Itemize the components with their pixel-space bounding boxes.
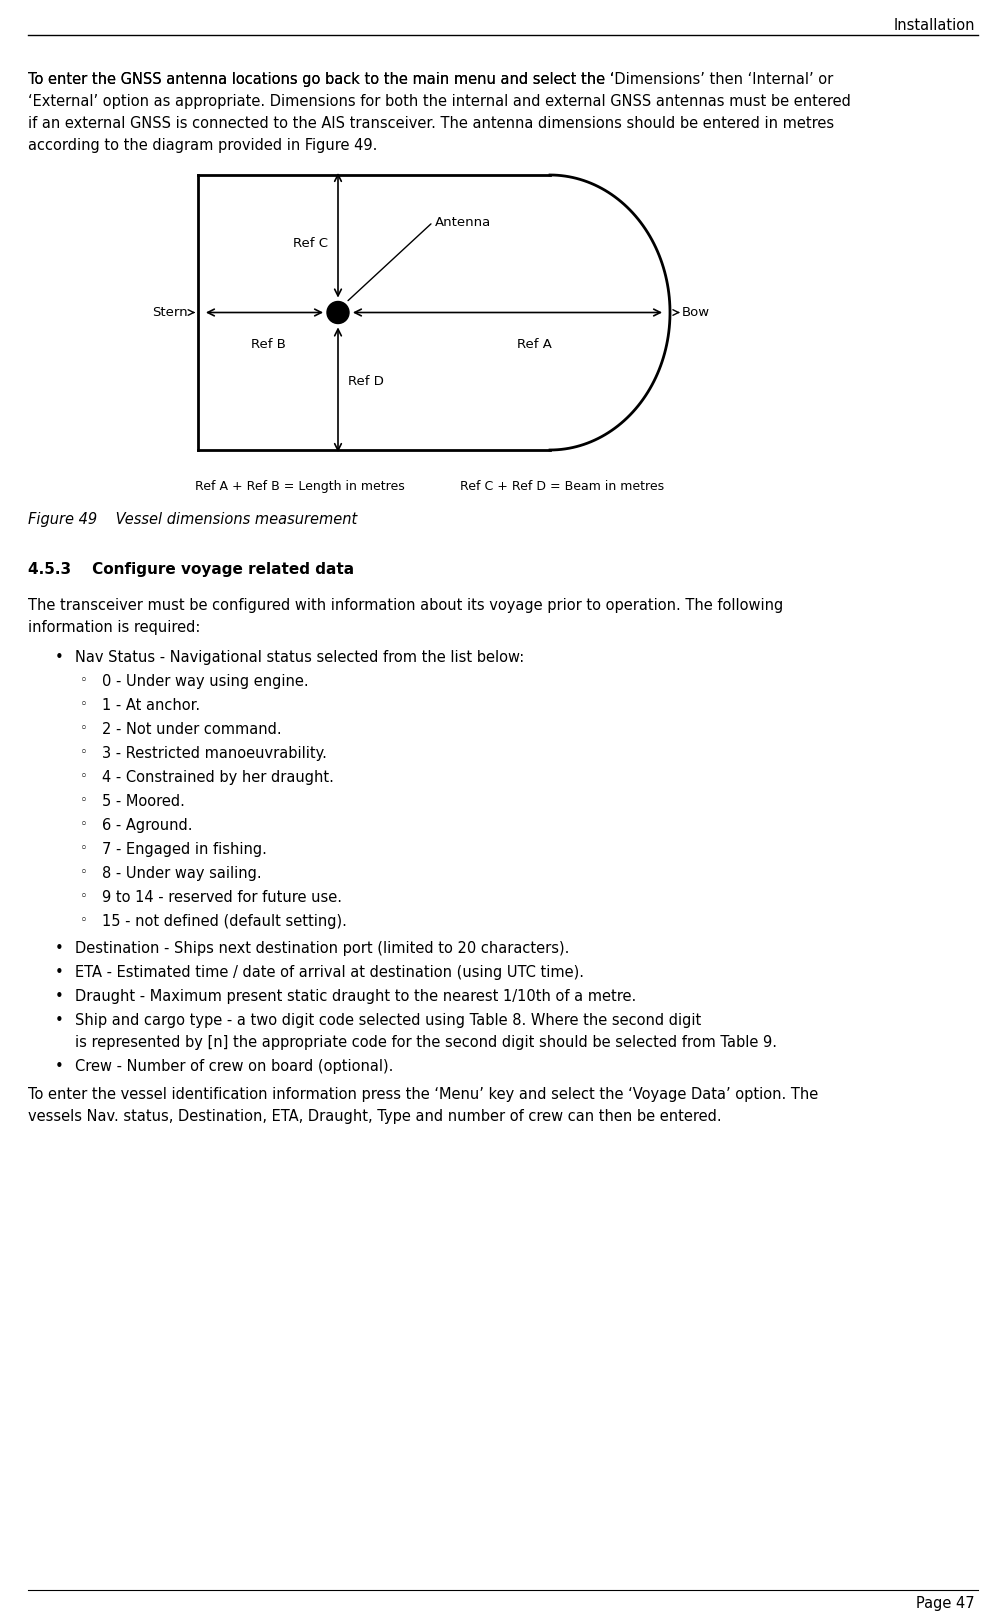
Text: Bow: Bow [682, 305, 710, 318]
Text: ◦: ◦ [80, 698, 88, 711]
Text: ◦: ◦ [80, 890, 88, 903]
Text: •: • [55, 1058, 63, 1075]
Text: 6 - Aground.: 6 - Aground. [102, 818, 192, 832]
Text: 4.5.3    Configure voyage related data: 4.5.3 Configure voyage related data [28, 562, 354, 577]
Text: 3 - Restricted manoeuvrability.: 3 - Restricted manoeuvrability. [102, 747, 327, 761]
Text: Stern: Stern [152, 305, 188, 318]
Text: 15 - not defined (default setting).: 15 - not defined (default setting). [102, 915, 347, 929]
Text: Ref C: Ref C [293, 238, 328, 250]
Text: Draught - Maximum present static draught to the nearest 1/10th of a metre.: Draught - Maximum present static draught… [75, 989, 636, 1004]
Text: Ref A + Ref B = Length in metres: Ref A + Ref B = Length in metres [195, 480, 404, 493]
Text: 7 - Engaged in fishing.: 7 - Engaged in fishing. [102, 842, 267, 856]
Text: ◦: ◦ [80, 842, 88, 855]
Text: ◦: ◦ [80, 722, 88, 735]
Text: •: • [55, 965, 63, 979]
Text: ◦: ◦ [80, 747, 88, 760]
Text: To enter the vessel identification information press the ‘Menu’ key and select t: To enter the vessel identification infor… [28, 1088, 818, 1102]
Text: ◦: ◦ [80, 769, 88, 784]
Text: Page 47: Page 47 [916, 1597, 975, 1611]
Text: is represented by [n] the appropriate code for the second digit should be select: is represented by [n] the appropriate co… [75, 1034, 777, 1050]
Text: 2 - Not under command.: 2 - Not under command. [102, 722, 282, 737]
Text: vessels Nav. status, Destination, ETA, Draught, Type and number of crew can then: vessels Nav. status, Destination, ETA, D… [28, 1109, 721, 1125]
Text: if an external GNSS is connected to the AIS transceiver. The antenna dimensions : if an external GNSS is connected to the … [28, 116, 834, 131]
Text: •: • [55, 941, 63, 957]
Text: ‘External’ option as appropriate. Dimensions for both the internal and external : ‘External’ option as appropriate. Dimens… [28, 94, 851, 108]
Text: 8 - Under way sailing.: 8 - Under way sailing. [102, 866, 262, 881]
Text: To enter the GNSS antenna locations go back to the main menu and select the ‘Dim: To enter the GNSS antenna locations go b… [28, 73, 833, 87]
Circle shape [327, 302, 349, 323]
Text: ◦: ◦ [80, 915, 88, 928]
Text: Installation: Installation [893, 18, 975, 32]
Text: information is required:: information is required: [28, 621, 200, 635]
Text: Crew - Number of crew on board (optional).: Crew - Number of crew on board (optional… [75, 1058, 393, 1075]
Text: •: • [55, 650, 63, 666]
Text: ◦: ◦ [80, 674, 88, 687]
Text: 4 - Constrained by her draught.: 4 - Constrained by her draught. [102, 769, 334, 785]
Text: Antenna: Antenna [435, 215, 491, 228]
Text: according to the diagram provided in Figure 49.: according to the diagram provided in Fig… [28, 137, 377, 154]
Text: ◦: ◦ [80, 818, 88, 831]
Text: The transceiver must be configured with information about its voyage prior to op: The transceiver must be configured with … [28, 598, 784, 612]
Text: Ref A: Ref A [516, 338, 551, 351]
Text: ◦: ◦ [80, 866, 88, 879]
Text: Figure 49    Vessel dimensions measurement: Figure 49 Vessel dimensions measurement [28, 512, 357, 527]
Text: •: • [55, 1013, 63, 1028]
Text: Ref D: Ref D [348, 375, 384, 388]
Text: •: • [55, 989, 63, 1004]
Text: Nav Status - Navigational status selected from the list below:: Nav Status - Navigational status selecte… [75, 650, 524, 666]
Text: To enter the GNSS antenna locations go back to the main menu and select the ‘: To enter the GNSS antenna locations go b… [28, 73, 615, 87]
Text: 1 - At anchor.: 1 - At anchor. [102, 698, 200, 713]
Text: Ref B: Ref B [250, 338, 286, 351]
Text: ◦: ◦ [80, 793, 88, 806]
Text: 0 - Under way using engine.: 0 - Under way using engine. [102, 674, 309, 688]
Text: Ref C + Ref D = Beam in metres: Ref C + Ref D = Beam in metres [460, 480, 664, 493]
Text: Ship and cargo type - a two digit code selected using Table 8. Where the second : Ship and cargo type - a two digit code s… [75, 1013, 701, 1028]
Text: ETA - Estimated time / date of arrival at destination (using UTC time).: ETA - Estimated time / date of arrival a… [75, 965, 584, 979]
Text: 5 - Moored.: 5 - Moored. [102, 793, 185, 810]
Text: Destination - Ships next destination port (limited to 20 characters).: Destination - Ships next destination por… [75, 941, 569, 957]
Text: 9 to 14 - reserved for future use.: 9 to 14 - reserved for future use. [102, 890, 342, 905]
